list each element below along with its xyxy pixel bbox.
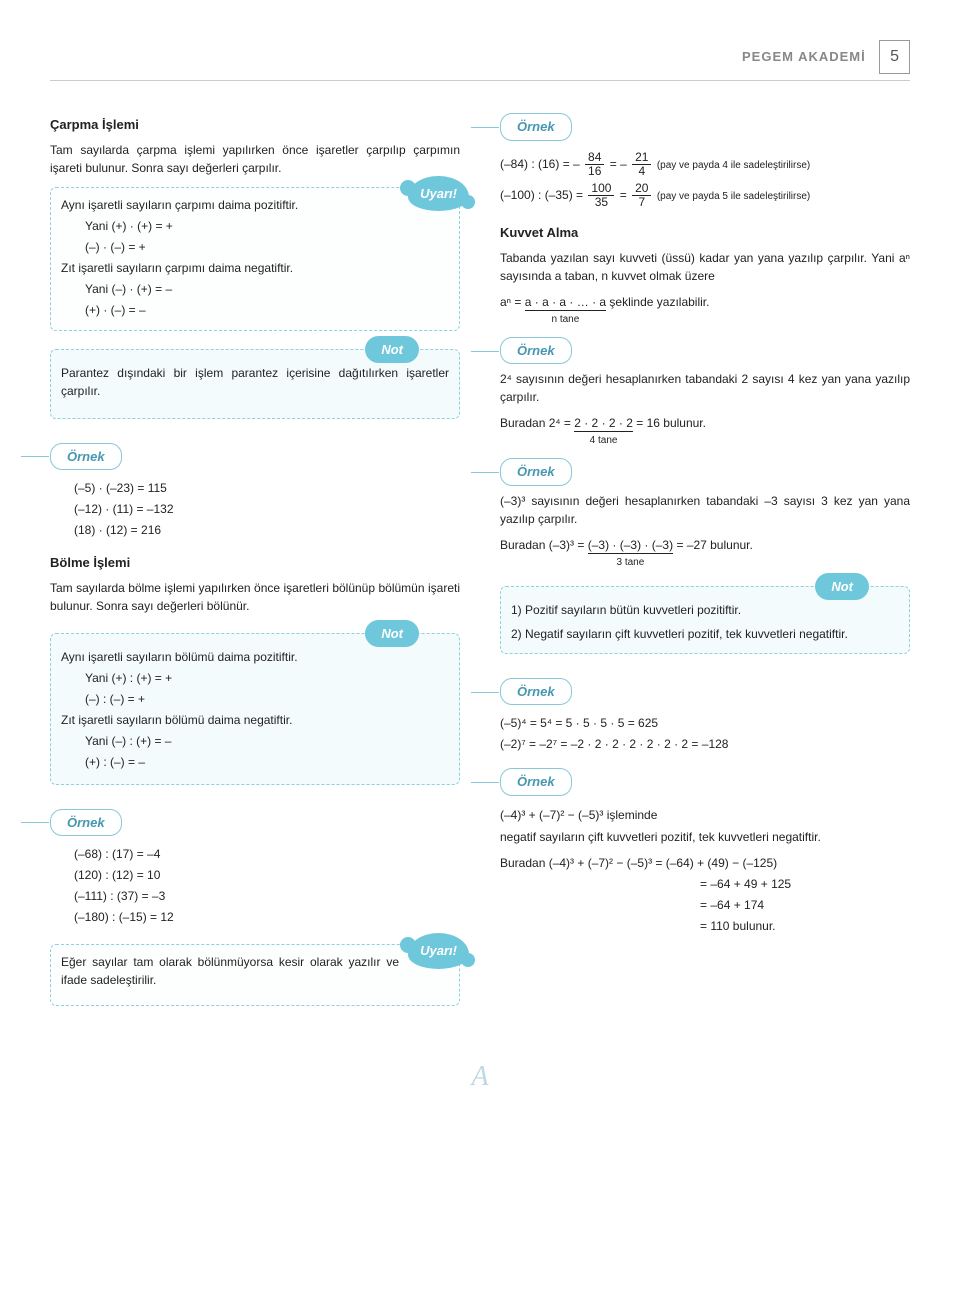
uyari2-text: Eğer sayılar tam olarak bölünmüyorsa kes… [61, 953, 399, 989]
uyari1-m3: Yani (–) · (+) = – [85, 280, 399, 298]
heading-bolme: Bölme İşlemi [50, 553, 460, 573]
ex1-l3: (18) · (12) = 216 [74, 521, 460, 539]
ex3-pre2: (–100) : (–35) = [500, 188, 583, 202]
page-number: 5 [879, 40, 910, 74]
ex7-r1: Buradan (–4)³ + (–7)² − (–5)³ = (–64) + … [500, 854, 910, 872]
two-column-layout: Çarpma İşlemi Tam sayılarda çarpma işlem… [50, 101, 910, 1016]
ornek-tab-3: Örnek [500, 113, 572, 141]
ex7-r3: = –64 + 174 [700, 896, 910, 914]
ex5-p: (–3)³ sayısının değeri hesaplanırken tab… [500, 492, 910, 528]
ex7-p: negatif sayıların çift kuvvetleri poziti… [500, 828, 910, 846]
ex6-l1: (–5)⁴ = 5⁴ = 5 · 5 · 5 · 5 = 625 [500, 714, 910, 732]
uyari1-line1: Aynı işaretli sayıların çarpımı daima po… [61, 196, 399, 214]
ornek-tab-5: Örnek [500, 458, 572, 486]
ex5-result: Buradan (–3)³ = (–3) · (–3) · (–3) = –27… [500, 536, 910, 568]
uyari1-line2: Zıt işaretli sayıların çarpımı daima neg… [61, 259, 399, 277]
uyari1-m1: Yani (+) · (+) = + [85, 217, 399, 235]
not2-l1: Aynı işaretli sayıların bölümü daima poz… [61, 648, 449, 666]
ex7-r4: = 110 bulunur. [700, 917, 910, 935]
not2-m3: Yani (–) : (+) = – [85, 732, 449, 750]
heading-carpma: Çarpma İşlemi [50, 115, 460, 135]
not1-text: Parantez dışındaki bir işlem parantez iç… [61, 364, 449, 400]
kuvvet-underbrace: a · a · a · … · a [525, 293, 606, 325]
ex7-l1: (–4)³ + (–7)² − (–5)³ işleminde [500, 806, 910, 824]
ex2-l3: (–111) : (37) = –3 [74, 887, 460, 905]
not-label-1: Not [365, 336, 419, 364]
uyari1-m4: (+) · (–) = – [85, 301, 399, 319]
ex4-result: Buradan 2⁴ = 2 · 2 · 2 · 2 = 16 bulunur. [500, 414, 910, 446]
not3-l2: 2) Negatif sayıların çift kuvvetleri poz… [511, 625, 899, 643]
brand-text: PEGEM AKADEMİ [742, 49, 866, 64]
ex3-line2: (–100) : (–35) = 10035 = 207 (pay ve pay… [500, 182, 910, 209]
ornek-tab-7: Örnek [500, 768, 572, 796]
ex3-line1: (–84) : (16) = – 8416 = – 214 (pay ve pa… [500, 151, 910, 178]
footer-watermark: A [50, 1056, 910, 1098]
ex1-l2: (–12) · (11) = –132 [74, 500, 460, 518]
ex3-pre1: (–84) : (16) = [500, 156, 570, 170]
page-header: PEGEM AKADEMİ 5 [50, 40, 910, 81]
ex1-l1: (–5) · (–23) = 115 [74, 479, 460, 497]
not2-m1: Yani (+) : (+) = + [85, 669, 449, 687]
ex3-note2: (pay ve payda 5 ile sadeleştirilirse) [657, 191, 810, 202]
ornek-tab-6: Örnek [500, 678, 572, 706]
not3-l1: 1) Pozitif sayıların bütün kuvvetleri po… [511, 601, 899, 619]
right-column: Örnek (–84) : (16) = – 8416 = – 214 (pay… [500, 101, 910, 1016]
uyari-box-1: Uyarı! Aynı işaretli sayıların çarpımı d… [50, 187, 460, 331]
ex4-p: 2⁴ sayısının değeri hesaplanırken taband… [500, 370, 910, 406]
not-box-3: Not 1) Pozitif sayıların bütün kuvvetler… [500, 586, 910, 654]
left-column: Çarpma İşlemi Tam sayılarda çarpma işlem… [50, 101, 460, 1016]
not2-l2: Zıt işaretli sayıların bölümü daima nega… [61, 711, 449, 729]
ex2-l4: (–180) : (–15) = 12 [74, 908, 460, 926]
heading-kuvvet: Kuvvet Alma [500, 223, 910, 243]
para-kuvvet: Tabanda yazılan sayı kuvveti (üssü) kada… [500, 249, 910, 285]
uyari-icon: Uyarı! [408, 176, 469, 212]
not2-m4: (+) : (–) = – [85, 753, 449, 771]
not-box-1: Not Parantez dışındaki bir işlem parante… [50, 349, 460, 419]
uyari-box-2: Uyarı! Eğer sayılar tam olarak bölünmüyo… [50, 944, 460, 1006]
ornek-tab-1: Örnek [50, 443, 122, 471]
ex2-l2: (120) : (12) = 10 [74, 866, 460, 884]
uyari-icon-2: Uyarı! [408, 933, 469, 969]
not-box-2: Not Aynı işaretli sayıların bölümü daima… [50, 633, 460, 785]
ornek-tab-2: Örnek [50, 809, 122, 837]
ex3-note1: (pay ve payda 4 ile sadeleştirilirse) [657, 159, 810, 170]
not2-m2: (–) : (–) = + [85, 690, 449, 708]
not-label-2: Not [365, 620, 419, 648]
kuvvet-formula: aⁿ = a · a · a · … · a şeklinde yazılabi… [500, 293, 910, 325]
para-bolme: Tam sayılarda bölme işlemi yapılırken ön… [50, 579, 460, 615]
not-label-3: Not [815, 573, 869, 601]
ex7-r2: = –64 + 49 + 125 [700, 875, 910, 893]
ex6-l2: (–2)⁷ = –2⁷ = –2 · 2 · 2 · 2 · 2 · 2 · 2… [500, 735, 910, 753]
ornek-tab-4: Örnek [500, 337, 572, 365]
ex2-l1: (–68) : (17) = –4 [74, 845, 460, 863]
para-carpma: Tam sayılarda çarpma işlemi yapılırken ö… [50, 141, 460, 177]
uyari1-m2: (–) · (–) = + [85, 238, 399, 256]
